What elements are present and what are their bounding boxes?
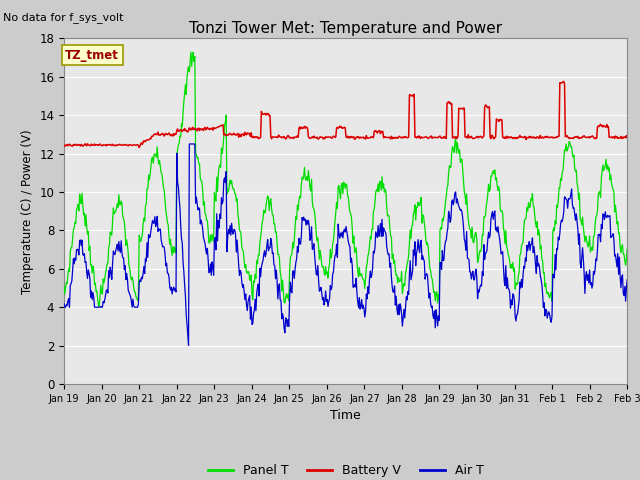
X-axis label: Time: Time bbox=[330, 409, 361, 422]
Legend: Panel T, Battery V, Air T: Panel T, Battery V, Air T bbox=[203, 459, 488, 480]
Text: TZ_tmet: TZ_tmet bbox=[65, 49, 119, 62]
Title: Tonzi Tower Met: Temperature and Power: Tonzi Tower Met: Temperature and Power bbox=[189, 21, 502, 36]
Y-axis label: Temperature (C) / Power (V): Temperature (C) / Power (V) bbox=[20, 129, 34, 293]
Text: No data for f_sys_volt: No data for f_sys_volt bbox=[3, 12, 124, 23]
